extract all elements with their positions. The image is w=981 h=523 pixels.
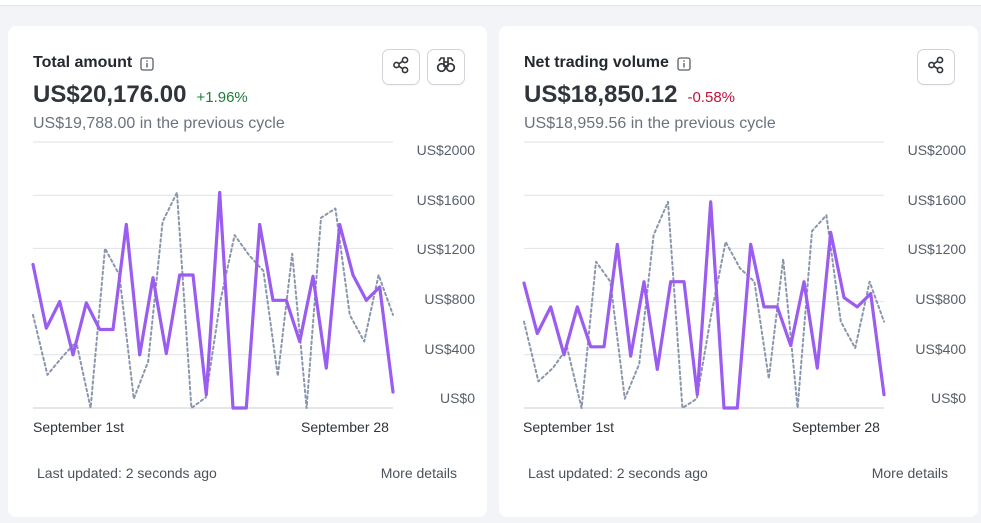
previous-cycle-text: US$18,959.56 in the previous cycle — [524, 115, 776, 132]
net-trading-volume-chart — [522, 141, 886, 410]
share-button[interactable] — [382, 49, 420, 85]
net-volume-value: US$18,850.12 — [524, 81, 678, 108]
y-tick-label: US$400 — [424, 341, 475, 357]
x-tick-label: September 28 — [301, 419, 389, 435]
delta-badge: +1.96% — [196, 89, 248, 106]
last-updated-text: Last updated: 2 seconds ago — [528, 465, 708, 481]
y-tick-label: US$1200 — [416, 241, 475, 257]
explore-button[interactable] — [427, 49, 465, 85]
total-amount-card: Total amount US$20,176.00 +1.96% US$19,7… — [8, 26, 487, 517]
previous-cycle-line — [32, 191, 394, 409]
y-tick-label: US$0 — [439, 390, 475, 406]
y-tick-label: US$2000 — [416, 142, 475, 158]
y-tick-label: US$800 — [424, 291, 475, 307]
y-tick-label: US$1200 — [907, 241, 966, 257]
info-icon[interactable] — [677, 56, 691, 71]
last-updated-text: Last updated: 2 seconds ago — [37, 465, 217, 481]
value-row: US$20,176.00 +1.96% — [33, 81, 248, 109]
x-tick-label: September 1st — [523, 419, 615, 435]
y-tick-label: US$800 — [915, 291, 966, 307]
card-title: Net trading volume — [524, 54, 669, 71]
top-bar — [0, 0, 981, 6]
y-tick-label: US$1600 — [907, 192, 966, 208]
total-value: US$20,176.00 — [33, 81, 187, 108]
delta-badge: -0.58% — [687, 89, 735, 106]
more-details-link[interactable]: More details — [871, 465, 948, 481]
y-tick-label: US$1600 — [416, 192, 475, 208]
share-button[interactable] — [917, 49, 955, 85]
current-cycle-line — [31, 190, 395, 410]
card-header: Total amount — [33, 54, 154, 72]
total-amount-chart — [31, 141, 395, 410]
more-details-link[interactable]: More details — [380, 465, 457, 481]
net-trading-volume-card: Net trading volume US$18,850.12 -0.58% U… — [499, 26, 978, 517]
current-cycle-line — [522, 200, 886, 410]
info-icon[interactable] — [140, 56, 154, 71]
y-tick-label: US$0 — [930, 390, 966, 406]
binoculars-icon — [436, 56, 456, 79]
share-icon — [927, 56, 945, 79]
previous-cycle-line — [523, 200, 885, 409]
y-tick-label: US$2000 — [907, 142, 966, 158]
card-title: Total amount — [33, 54, 133, 71]
y-tick-label: US$400 — [915, 341, 966, 357]
x-tick-label: September 1st — [33, 419, 125, 435]
value-row: US$18,850.12 -0.58% — [524, 81, 735, 109]
share-icon — [392, 56, 410, 79]
previous-cycle-text: US$19,788.00 in the previous cycle — [33, 115, 285, 132]
x-tick-label: September 28 — [792, 419, 880, 435]
card-header: Net trading volume — [524, 54, 691, 72]
